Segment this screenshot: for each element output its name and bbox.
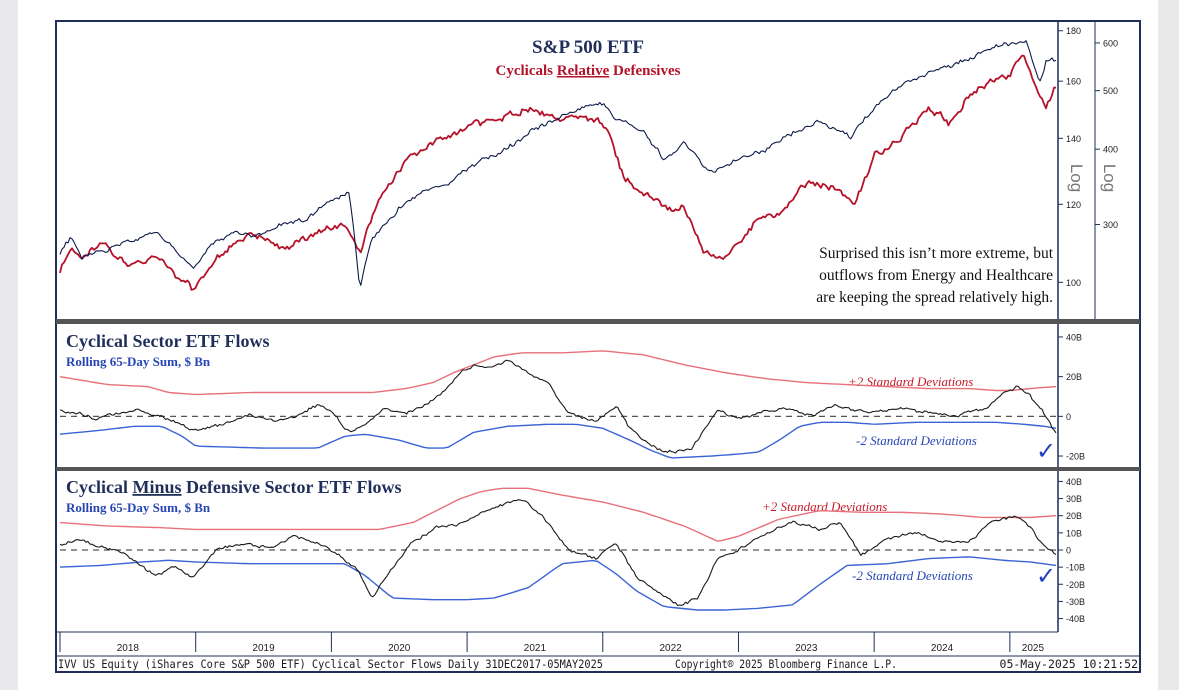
panel3-title: Cyclical Minus Defensive Sector ETF Flow… (66, 477, 401, 497)
panel2-check-icon: ✓ (1036, 438, 1056, 465)
subtitle-part-1: Cyclicals (496, 63, 557, 79)
x-label-2021: 2021 (524, 643, 547, 654)
annotation-line-1: Surprised this isn’t more extreme, but (819, 245, 1054, 262)
bloomberg-chart: S&P 500 ETF Cyclicals Relative Defensive… (55, 20, 1141, 673)
panel3-check-icon: ✓ (1036, 563, 1056, 590)
chart-marks: 100 120 140 160 180 300 400 500 600 40B 20B 0 -20B 40… (59, 26, 1118, 654)
x-label-2020: 2020 (388, 643, 411, 654)
panel3-y-20-label: 20B (1066, 511, 1082, 521)
panel3-lower-band-line (59, 556, 1057, 611)
ratio-series-line (59, 54, 1057, 291)
panel3-flow-line (59, 499, 1057, 607)
x-label-2025: 2025 (1022, 643, 1045, 654)
price-axis-300-label: 300 (1103, 220, 1118, 230)
annotation-line-3: are keeping the spread relatively high. (816, 289, 1053, 306)
panel2-y--20-label: -20B (1066, 452, 1085, 462)
x-label-2022: 2022 (660, 643, 683, 654)
panel2-y-20-label: 20B (1066, 372, 1082, 382)
panel2-title: Cyclical Sector ETF Flows (66, 331, 269, 351)
ratio-log-label: Log (1067, 164, 1086, 192)
panel1-subtitle: Cyclicals Relative Defensives (496, 63, 681, 79)
subtitle-part-3: Defensives (609, 63, 680, 79)
panel1-annotation: Surprised this isn’t more extreme, but o… (816, 245, 1053, 306)
x-label-2019: 2019 (252, 643, 275, 654)
x-label-2023: 2023 (795, 643, 818, 654)
title-part-2: Minus (132, 477, 181, 497)
panel3-subtitle: Rolling 65-Day Sum, $ Bn (66, 500, 211, 515)
panel3-y--30-label: -30B (1066, 597, 1085, 607)
panel3-y--10-label: -10B (1066, 563, 1085, 573)
panel2-subtitle: Rolling 65-Day Sum, $ Bn (66, 354, 211, 369)
annotation-line-2: outflows from Energy and Healthcare (819, 267, 1053, 284)
x-label-2024: 2024 (931, 643, 954, 654)
panel2-y-40-label: 40B (1066, 332, 1082, 342)
price-log-label: Log (1100, 164, 1119, 192)
panel3-upper-band-line (59, 487, 1057, 542)
chart-sheet: S&P 500 ETF Cyclicals Relative Defensive… (18, 0, 1158, 690)
title-part-1: Cyclical (66, 477, 132, 497)
ratio-axis-160-label: 160 (1066, 77, 1081, 87)
price-series-line (59, 40, 1057, 286)
subtitle-part-2: Relative (557, 63, 610, 79)
panel3-y--40-label: -40B (1066, 614, 1085, 624)
panel1-title: S&P 500 ETF (532, 37, 644, 58)
panel3-y-30-label: 30B (1066, 494, 1082, 504)
price-axis-400-label: 400 (1103, 145, 1118, 155)
panel2-upper-band-line (59, 350, 1057, 396)
panel2-flow-line (59, 359, 1057, 454)
ratio-axis-180-label: 180 (1066, 26, 1081, 36)
footer-left: IVV US Equity (iShares Core S&P 500 ETF)… (58, 657, 603, 671)
ratio-axis-120-label: 120 (1066, 200, 1081, 210)
panel3-upper-label: +2 Standard Deviations (762, 499, 887, 514)
ratio-axis-100-label: 100 (1066, 278, 1081, 288)
panel2-y-0-label: 0 (1066, 412, 1071, 422)
ratio-axis-140-label: 140 (1066, 134, 1081, 144)
panel3-lower-label: -2 Standard Deviations (852, 568, 973, 583)
panel3-y--20-label: -20B (1066, 580, 1085, 590)
title-part-3: Defensive Sector ETF Flows (182, 477, 402, 497)
panel3-y-40-label: 40B (1066, 477, 1082, 487)
price-axis-600-label: 600 (1103, 38, 1118, 48)
footer-right: 05-May-2025 10:21:52 (1000, 657, 1138, 671)
panel2-upper-label: +2 Standard Deviations (848, 374, 973, 389)
footer-center: Copyright® 2025 Bloomberg Finance L.P. (675, 657, 897, 671)
panel3-y-0-label: 0 (1066, 546, 1071, 556)
price-axis-500-label: 500 (1103, 86, 1118, 96)
panel-separator-1 (56, 319, 1140, 324)
panel2-lower-band-line (59, 421, 1057, 459)
x-label-2018: 2018 (117, 643, 140, 654)
panel3-y-10-label: 10B (1066, 528, 1082, 538)
panel-separator-2 (56, 467, 1140, 471)
panel2-lower-label: -2 Standard Deviations (856, 433, 977, 448)
